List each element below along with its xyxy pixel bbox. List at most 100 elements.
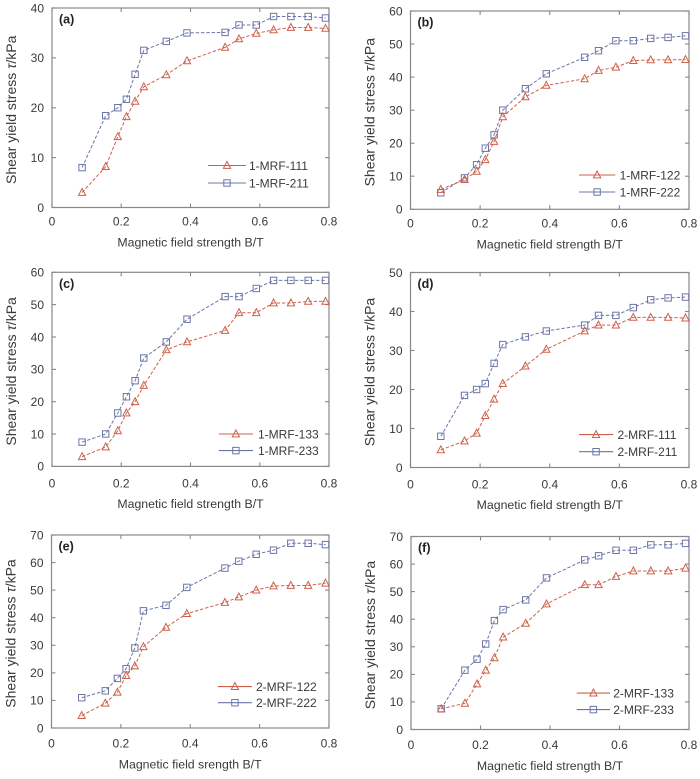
svg-text:0.8: 0.8 bbox=[681, 478, 698, 492]
svg-text:50: 50 bbox=[389, 37, 403, 51]
svg-text:60: 60 bbox=[389, 4, 403, 18]
svg-text:0: 0 bbox=[49, 476, 56, 490]
svg-text:20: 20 bbox=[389, 137, 403, 151]
svg-text:2-MRF-111: 2-MRF-111 bbox=[618, 428, 677, 442]
svg-text:1-MRF-211: 1-MRF-211 bbox=[249, 176, 309, 190]
svg-text:Magnetic field strength B/T: Magnetic field strength B/T bbox=[117, 497, 264, 511]
svg-text:40: 40 bbox=[389, 70, 403, 84]
svg-text:(e): (e) bbox=[59, 540, 74, 554]
svg-text:60: 60 bbox=[390, 557, 404, 571]
svg-text:0: 0 bbox=[37, 721, 44, 735]
svg-text:1-MRF-133: 1-MRF-133 bbox=[258, 427, 319, 441]
svg-text:1-MRF-111: 1-MRF-111 bbox=[249, 159, 308, 173]
svg-text:1-MRF-122: 1-MRF-122 bbox=[620, 168, 681, 182]
svg-text:60: 60 bbox=[30, 556, 44, 570]
svg-text:0: 0 bbox=[37, 201, 44, 215]
svg-text:70: 70 bbox=[30, 528, 44, 542]
svg-text:0.8: 0.8 bbox=[321, 737, 338, 751]
svg-text:10: 10 bbox=[31, 151, 45, 165]
svg-text:0: 0 bbox=[407, 478, 414, 492]
svg-text:Magnetic field srength B/T: Magnetic field srength B/T bbox=[119, 758, 262, 772]
svg-text:0.8: 0.8 bbox=[681, 216, 698, 230]
svg-text:10: 10 bbox=[389, 170, 403, 184]
svg-text:30: 30 bbox=[389, 104, 403, 118]
svg-text:Shear yield stress τ/kPa: Shear yield stress τ/kPa bbox=[362, 38, 378, 187]
svg-text:50: 50 bbox=[389, 266, 403, 280]
svg-text:0: 0 bbox=[407, 216, 414, 230]
svg-text:0.4: 0.4 bbox=[541, 478, 558, 492]
svg-text:50: 50 bbox=[30, 583, 44, 597]
svg-text:0: 0 bbox=[396, 723, 403, 737]
svg-text:0.2: 0.2 bbox=[472, 738, 489, 752]
svg-text:0.2: 0.2 bbox=[113, 476, 130, 490]
svg-text:0: 0 bbox=[396, 461, 403, 475]
svg-text:0.4: 0.4 bbox=[182, 737, 199, 751]
svg-text:(c): (c) bbox=[59, 277, 74, 291]
svg-text:Shear yield stress τ/kPa: Shear yield stress τ/kPa bbox=[3, 35, 19, 184]
svg-text:30: 30 bbox=[31, 363, 45, 377]
svg-text:60: 60 bbox=[31, 266, 45, 280]
svg-text:(a): (a) bbox=[59, 13, 74, 27]
svg-text:0: 0 bbox=[48, 737, 55, 751]
svg-text:0.4: 0.4 bbox=[182, 215, 199, 229]
svg-text:(d): (d) bbox=[418, 277, 434, 291]
svg-text:10: 10 bbox=[31, 427, 45, 441]
svg-text:0.4: 0.4 bbox=[542, 738, 559, 752]
svg-text:0.6: 0.6 bbox=[251, 215, 268, 229]
svg-text:20: 20 bbox=[30, 666, 44, 680]
svg-text:0.8: 0.8 bbox=[681, 738, 698, 752]
svg-text:20: 20 bbox=[31, 395, 45, 409]
svg-text:(f): (f) bbox=[418, 541, 431, 555]
svg-text:0: 0 bbox=[37, 460, 44, 474]
svg-text:0.4: 0.4 bbox=[182, 476, 199, 490]
svg-text:40: 40 bbox=[389, 305, 403, 319]
svg-text:50: 50 bbox=[390, 585, 404, 599]
svg-text:0.2: 0.2 bbox=[472, 216, 489, 230]
svg-text:50: 50 bbox=[31, 298, 45, 312]
svg-text:2-MRF-222: 2-MRF-222 bbox=[256, 696, 317, 710]
svg-text:70: 70 bbox=[390, 530, 404, 544]
svg-text:20: 20 bbox=[31, 101, 45, 115]
svg-text:0: 0 bbox=[49, 215, 56, 229]
svg-text:2-MRF-233: 2-MRF-233 bbox=[613, 703, 674, 717]
svg-text:Magnetic field strength B/T: Magnetic field strength B/T bbox=[117, 236, 264, 250]
svg-text:10: 10 bbox=[389, 422, 403, 436]
svg-text:0.4: 0.4 bbox=[541, 216, 558, 230]
svg-text:0.6: 0.6 bbox=[611, 216, 628, 230]
svg-text:0: 0 bbox=[408, 738, 415, 752]
svg-text:0.2: 0.2 bbox=[113, 215, 130, 229]
svg-text:0.6: 0.6 bbox=[611, 738, 628, 752]
svg-text:Magnetic field strength B/T: Magnetic field strength B/T bbox=[477, 237, 624, 251]
svg-text:20: 20 bbox=[390, 668, 404, 682]
svg-text:0.6: 0.6 bbox=[251, 476, 268, 490]
svg-text:Shear yield stress τ/kPa: Shear yield stress τ/kPa bbox=[362, 298, 378, 447]
svg-text:Shear yield stress τ/kPa: Shear yield stress τ/kPa bbox=[362, 561, 378, 710]
svg-text:20: 20 bbox=[389, 383, 403, 397]
svg-text:2-MRF-211: 2-MRF-211 bbox=[618, 445, 678, 459]
svg-text:30: 30 bbox=[390, 640, 404, 654]
svg-text:Shear yield stress τ/kPa: Shear yield stress τ/kPa bbox=[3, 559, 19, 708]
svg-text:40: 40 bbox=[30, 611, 44, 625]
svg-text:2-MRF-122: 2-MRF-122 bbox=[256, 680, 317, 694]
svg-text:30: 30 bbox=[31, 51, 45, 65]
svg-text:Shear yield stress τ/kPa: Shear yield stress τ/kPa bbox=[3, 297, 19, 446]
svg-text:Magnetic field strength B/T: Magnetic field strength B/T bbox=[477, 759, 624, 773]
svg-text:10: 10 bbox=[30, 694, 44, 708]
svg-text:(b): (b) bbox=[418, 16, 434, 30]
svg-text:0.8: 0.8 bbox=[321, 476, 338, 490]
svg-text:0.2: 0.2 bbox=[113, 737, 130, 751]
svg-text:1-MRF-222: 1-MRF-222 bbox=[620, 185, 681, 199]
svg-text:0.6: 0.6 bbox=[611, 478, 628, 492]
svg-text:2-MRF-133: 2-MRF-133 bbox=[613, 686, 674, 700]
svg-text:40: 40 bbox=[31, 330, 45, 344]
svg-text:10: 10 bbox=[390, 695, 404, 709]
svg-text:0.2: 0.2 bbox=[472, 478, 489, 492]
svg-text:0.8: 0.8 bbox=[321, 215, 338, 229]
svg-text:1-MRF-233: 1-MRF-233 bbox=[258, 444, 319, 458]
svg-text:30: 30 bbox=[389, 344, 403, 358]
svg-text:30: 30 bbox=[30, 639, 44, 653]
svg-text:Magnetic field strength B/T: Magnetic field strength B/T bbox=[477, 498, 624, 512]
svg-text:0: 0 bbox=[396, 203, 403, 217]
svg-text:40: 40 bbox=[31, 1, 45, 15]
svg-text:0.6: 0.6 bbox=[251, 737, 268, 751]
